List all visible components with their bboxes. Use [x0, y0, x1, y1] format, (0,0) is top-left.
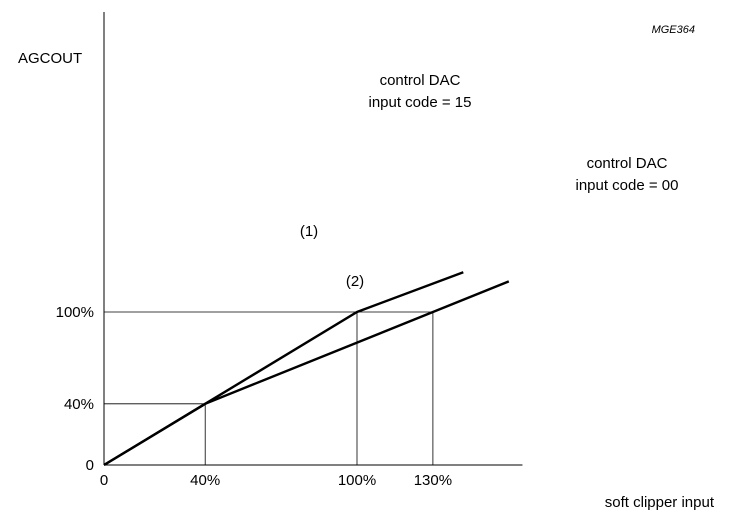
x-tick-label: 130% — [414, 472, 452, 489]
series-2-marker: (2) — [346, 273, 364, 290]
x-axis-title: soft clipper input — [605, 494, 715, 511]
y-tick-label: 40% — [64, 396, 94, 413]
x-tick-label: 40% — [190, 472, 220, 489]
series-1-line — [103, 271, 464, 467]
guide-lines — [104, 311, 434, 465]
series-1-marker: (1) — [300, 223, 318, 240]
y-axis-title: AGCOUT — [18, 50, 82, 67]
tick-labels: 0 40% 100% 130% 0 40% 100% — [56, 304, 452, 489]
y-tick-label: 100% — [56, 304, 94, 321]
x-tick-label: 0 — [100, 472, 108, 489]
x-tick-label: 100% — [338, 472, 376, 489]
series-2-label-line2: input code = 00 — [575, 177, 678, 194]
series-1-label-line1: control DAC — [380, 72, 461, 89]
y-tick-label: 0 — [86, 457, 94, 474]
series-group — [103, 271, 510, 467]
series-1-label-line2: input code = 15 — [368, 94, 471, 111]
series-2-label-line1: control DAC — [587, 155, 668, 172]
axes — [103, 12, 523, 466]
figure-reference: MGE364 — [652, 24, 695, 36]
series-2-line — [103, 280, 510, 467]
